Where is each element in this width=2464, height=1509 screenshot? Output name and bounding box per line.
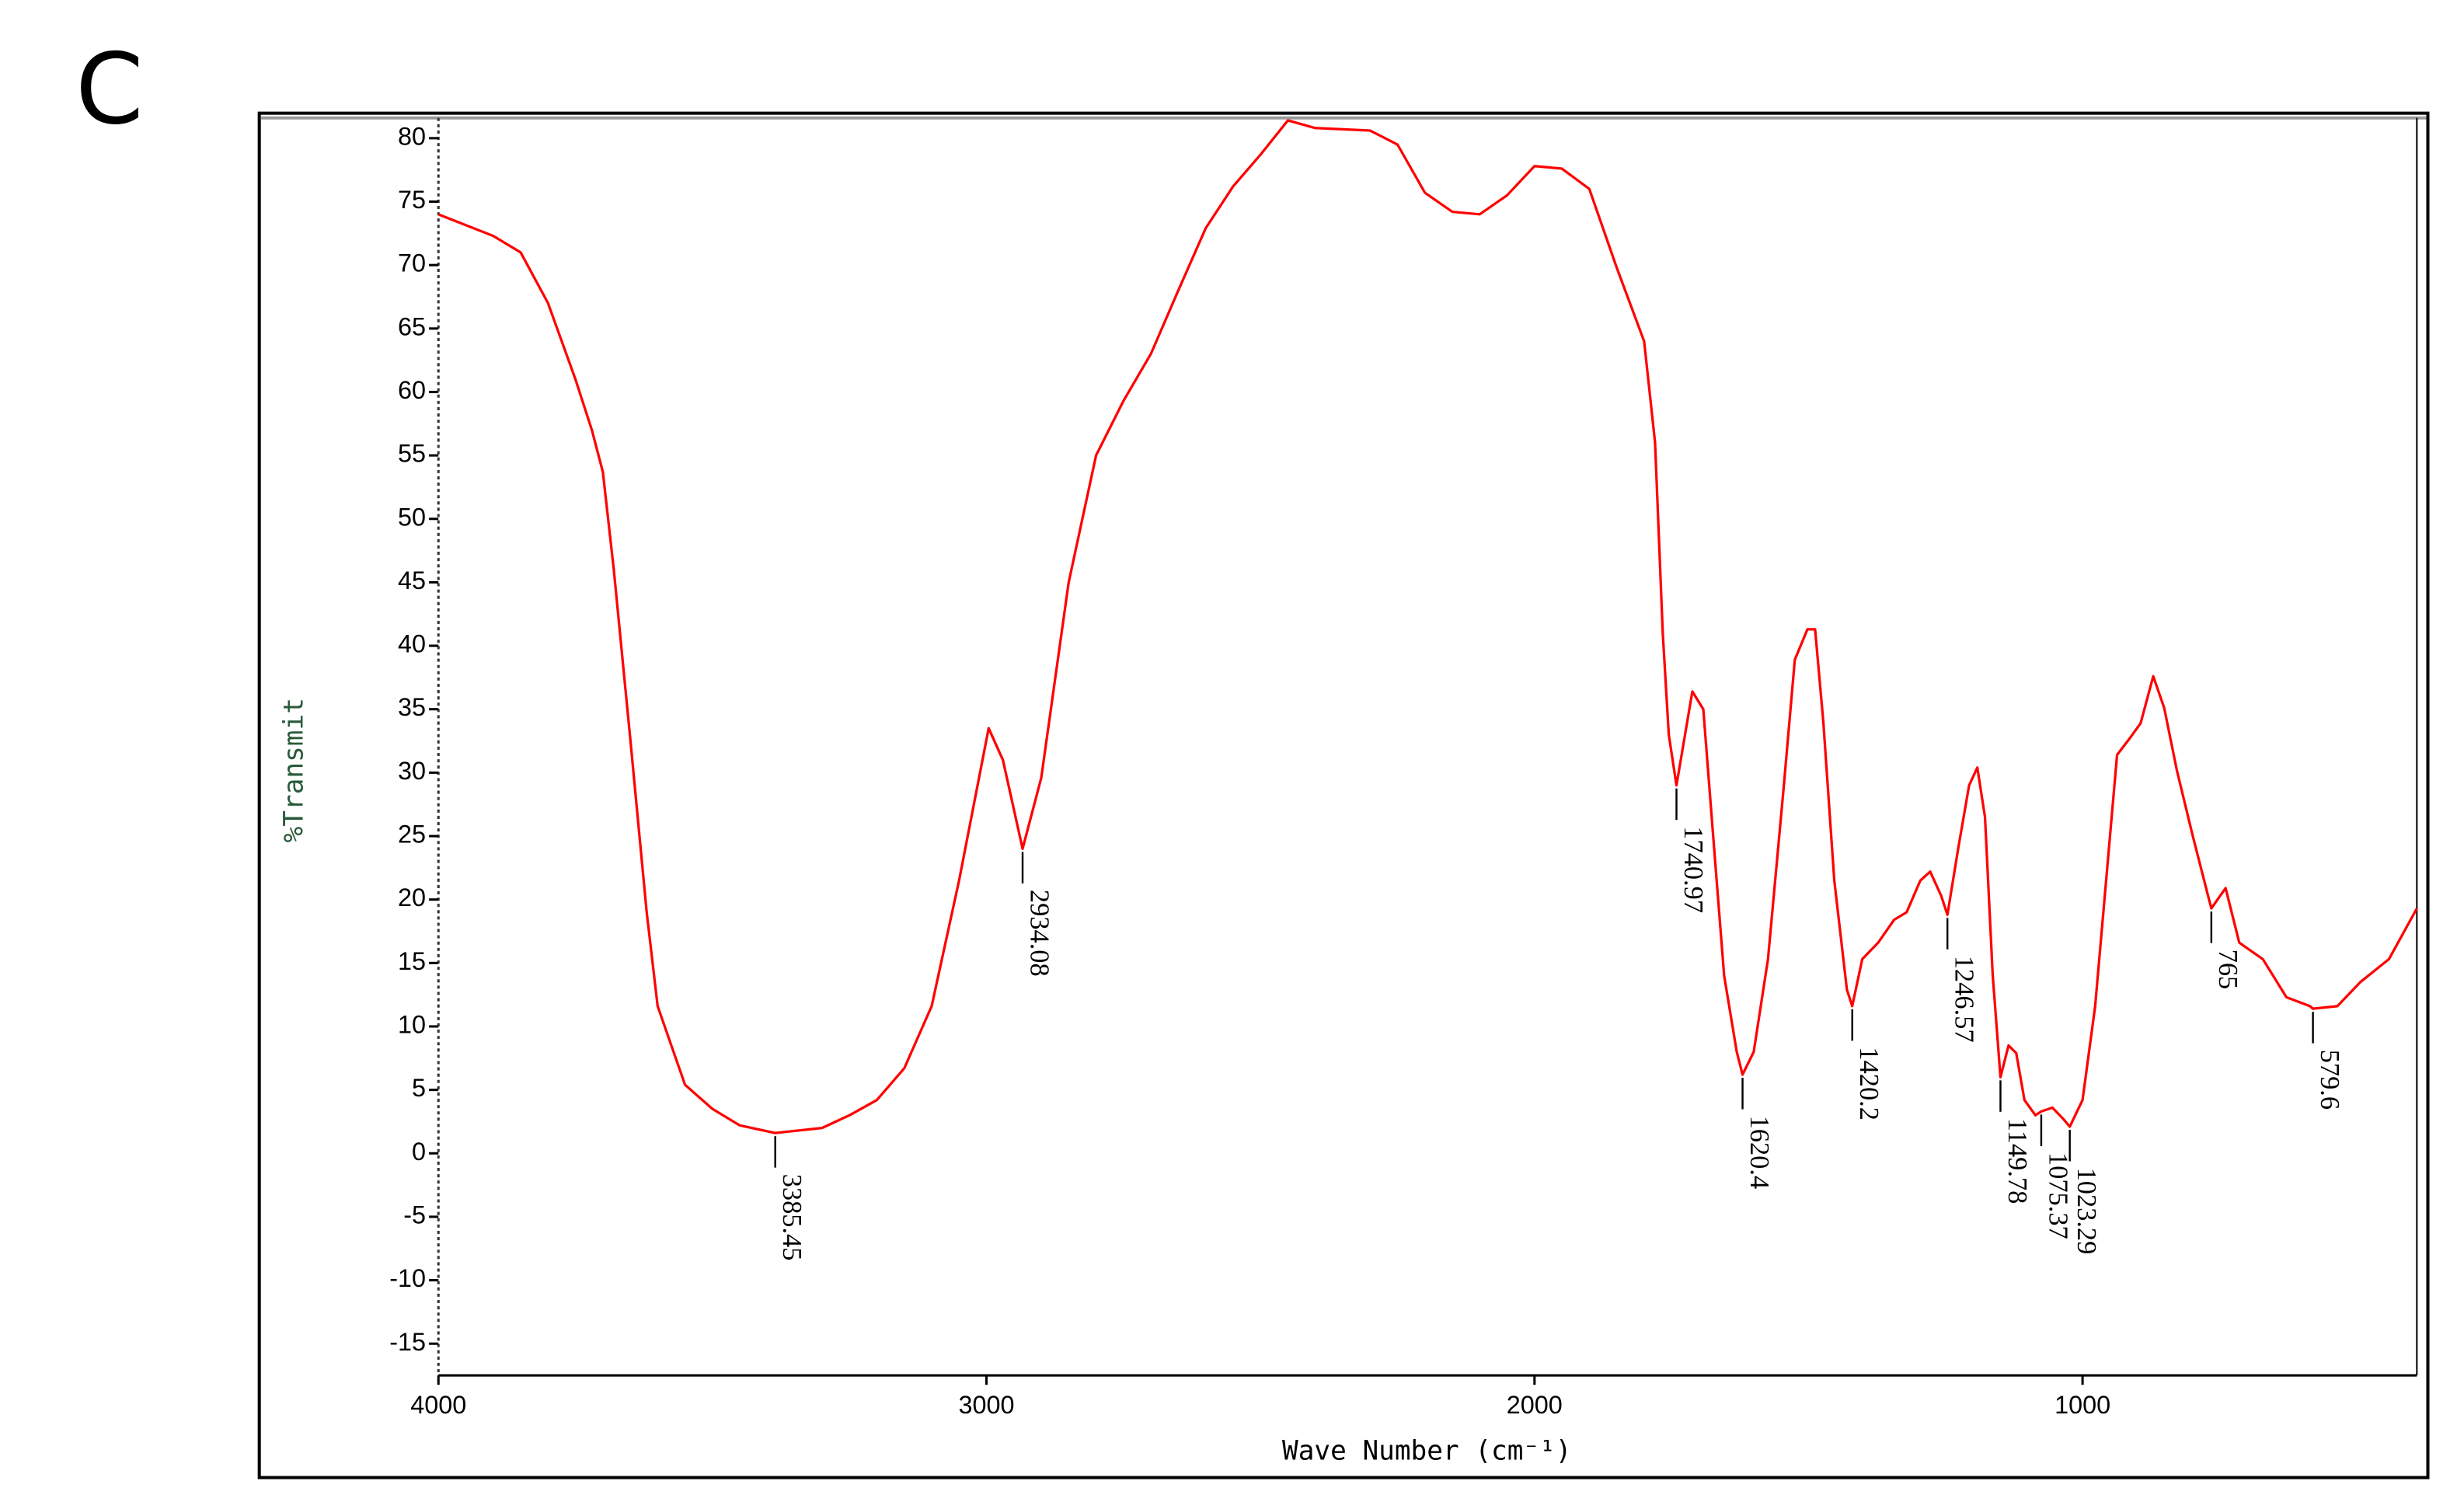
peak-label: 765 xyxy=(2213,950,2243,990)
y-tick-label: 25 xyxy=(398,821,426,849)
y-tick-label: 20 xyxy=(398,883,426,911)
peak-label: 1149.78 xyxy=(2002,1118,2032,1204)
y-tick-label: 65 xyxy=(398,312,426,340)
x-tick-label: 1000 xyxy=(2054,1391,2110,1419)
y-axis-label: %Transmit xyxy=(279,698,310,842)
frame xyxy=(257,111,2430,1479)
x-tick-label: 3000 xyxy=(959,1391,1015,1419)
y-tick-label: 80 xyxy=(398,122,426,150)
y-tick-label: 15 xyxy=(398,947,426,975)
y-tick-label: -15 xyxy=(389,1328,426,1356)
panel-label: C xyxy=(75,33,144,146)
peak-label: 579.6 xyxy=(2315,1050,2344,1110)
y-tick-label: 70 xyxy=(398,249,426,277)
y-tick-label: 0 xyxy=(412,1138,426,1166)
x-tick-label: 4000 xyxy=(410,1391,466,1419)
x-axis-label: Wave Number (cm⁻¹) xyxy=(1282,1436,1571,1467)
y-tick-label: 60 xyxy=(398,376,426,404)
y-tick-label: -10 xyxy=(389,1264,426,1292)
peak-label: 1620.4 xyxy=(1744,1116,1774,1190)
y-tick-label: 5 xyxy=(412,1074,426,1102)
y-tick-label: 45 xyxy=(398,566,426,594)
peak-label: 2934.08 xyxy=(1024,890,1054,977)
peak-label: 1420.2 xyxy=(1854,1047,1884,1120)
peak-label: 1246.57 xyxy=(1950,956,1979,1043)
x-tick-label: 2000 xyxy=(1507,1391,1563,1419)
peak-label: 1075.37 xyxy=(2043,1152,2072,1239)
peak-label: 3385.45 xyxy=(777,1174,807,1261)
y-tick-label: 30 xyxy=(398,757,426,785)
peak-label: 1740.97 xyxy=(1678,826,1708,913)
y-tick-label: -5 xyxy=(403,1201,426,1228)
y-tick-label: 40 xyxy=(398,630,426,658)
spectrum-line xyxy=(437,119,2418,1134)
y-tick-label: 55 xyxy=(398,440,426,468)
peak-label: 1023.29 xyxy=(2072,1168,2101,1255)
y-tick-label: 75 xyxy=(398,186,426,214)
y-tick-label: 35 xyxy=(398,693,426,721)
y-tick-label: 10 xyxy=(398,1011,426,1039)
y-tick-label: 50 xyxy=(398,503,426,531)
